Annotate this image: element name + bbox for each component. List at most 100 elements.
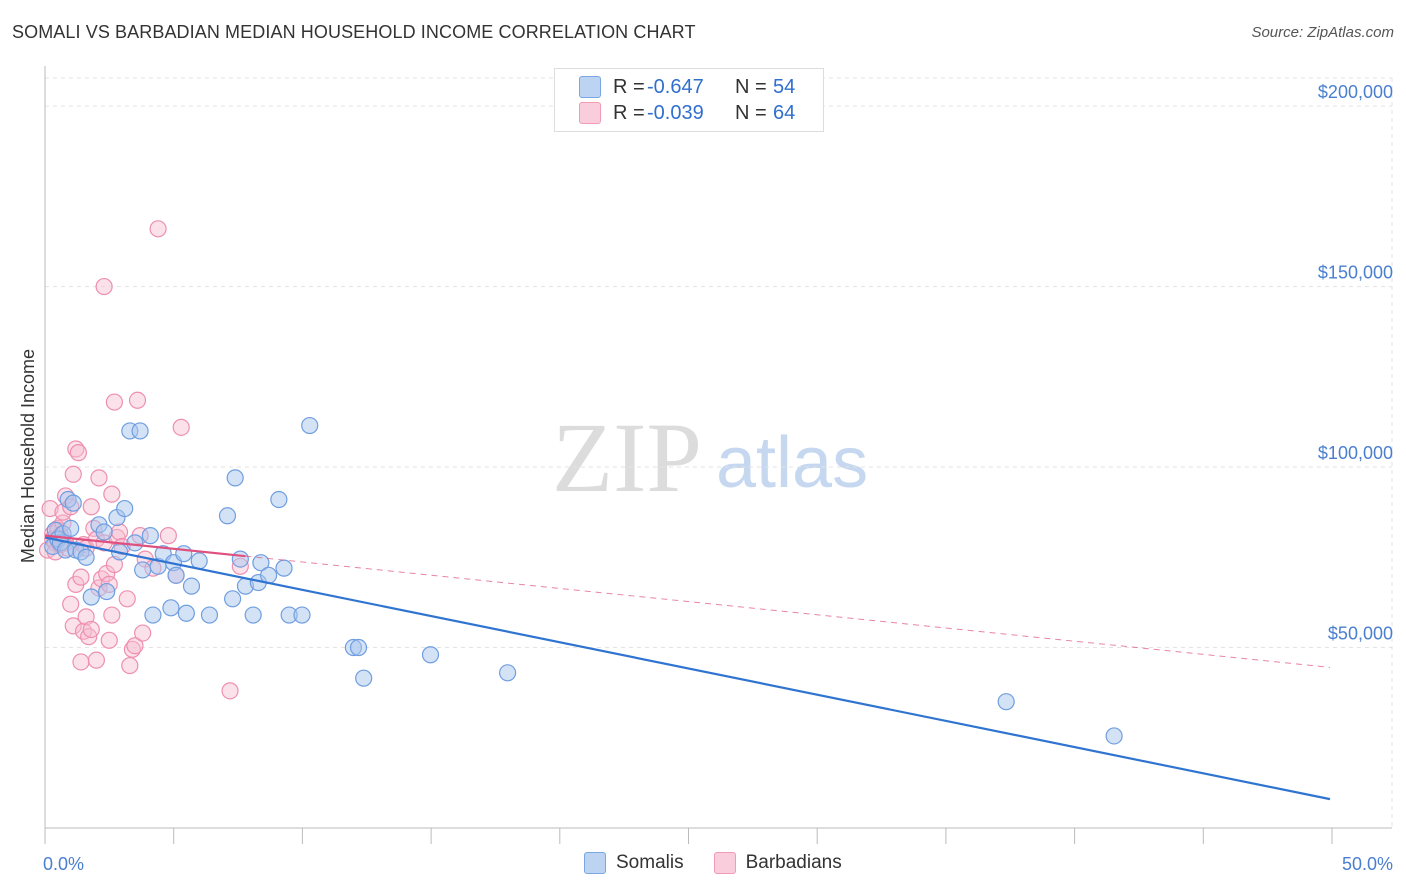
somalis-point bbox=[95, 523, 113, 541]
barbadians-point bbox=[72, 653, 90, 671]
x-tick-label: 50.0% bbox=[1342, 854, 1393, 874]
somalis-point bbox=[126, 534, 144, 552]
somalis-point bbox=[231, 550, 249, 568]
barbadians-point bbox=[82, 498, 100, 516]
y-tick-label: $100,000 bbox=[1318, 443, 1393, 463]
barbadians-point bbox=[95, 277, 113, 296]
legend-row-somalis: R = -0.647 N = 54 bbox=[579, 75, 795, 99]
barbadians-point bbox=[159, 527, 177, 545]
somalis-point bbox=[200, 606, 219, 624]
somalis-point bbox=[98, 582, 116, 601]
source-label: Source: ZipAtlas.com bbox=[1251, 24, 1394, 41]
y-tick-labels: $50,000 $100,000 $150,000 $200,000 bbox=[1318, 82, 1393, 643]
somalis-point bbox=[175, 545, 193, 563]
legend-item-barbadians[interactable]: Barbadians bbox=[713, 852, 842, 874]
somalis-point bbox=[134, 561, 152, 579]
barbadians-point bbox=[64, 617, 82, 635]
barbadians-swatch bbox=[579, 102, 601, 124]
barbadians-trend-line-solid bbox=[44, 534, 246, 558]
chart-title: SOMALI VS BARBADIAN MEDIAN HOUSEHOLD INC… bbox=[12, 22, 696, 42]
barbadians-point bbox=[118, 590, 136, 608]
somalis-point bbox=[167, 566, 185, 584]
barbadians-legend-swatch bbox=[713, 852, 736, 874]
barbadians-point bbox=[77, 608, 95, 626]
barbadians-point bbox=[62, 595, 80, 613]
somalis-point bbox=[349, 638, 368, 657]
somalis-point bbox=[177, 604, 195, 622]
y-tick-label: $150,000 bbox=[1318, 263, 1393, 283]
watermark-atlas: atlas bbox=[716, 423, 869, 503]
somalis-point bbox=[252, 554, 270, 572]
barbadians-legend-label: Barbadians bbox=[745, 852, 842, 873]
x-tick-labels: 0.0% 50.0% bbox=[43, 854, 1393, 874]
barbadians-point bbox=[221, 682, 239, 700]
somalis-point bbox=[270, 490, 288, 509]
barbadians-point bbox=[82, 620, 100, 639]
somalis-point bbox=[77, 548, 95, 566]
somalis-legend-label: Somalis bbox=[616, 852, 684, 873]
barbadians-point bbox=[149, 220, 167, 238]
barbadians-point bbox=[126, 637, 144, 655]
barbadians-point bbox=[72, 568, 90, 586]
watermark-zip: ZIP bbox=[552, 402, 702, 513]
somalis-point bbox=[190, 552, 208, 570]
axes bbox=[44, 66, 1392, 844]
somalis-point bbox=[226, 469, 244, 487]
somalis-point bbox=[421, 646, 440, 664]
somalis-point bbox=[275, 559, 293, 577]
barbadians-point bbox=[90, 469, 108, 487]
barbadians-point bbox=[87, 651, 106, 669]
barbadians-points bbox=[38, 220, 249, 700]
somalis-point bbox=[182, 577, 201, 595]
legend-r-value: -0.039 bbox=[647, 101, 704, 124]
barbadians-point bbox=[69, 444, 88, 462]
somalis-swatch bbox=[579, 76, 601, 98]
somalis-point bbox=[82, 588, 100, 606]
trend-lines bbox=[44, 534, 1331, 801]
somalis-point bbox=[64, 494, 82, 512]
barbadians-point bbox=[128, 391, 147, 409]
barbadians-point bbox=[172, 418, 190, 436]
barbadians-point bbox=[110, 523, 129, 541]
series-legend: Somalis Barbadians bbox=[584, 852, 872, 874]
somalis-legend-swatch bbox=[584, 852, 606, 874]
legend-row-barbadians: R = -0.039 N = 64 bbox=[579, 101, 795, 125]
legend-n-value: 54 bbox=[773, 75, 796, 98]
barbadians-point bbox=[134, 624, 152, 642]
somalis-point bbox=[144, 606, 162, 624]
somalis-point bbox=[1105, 727, 1123, 745]
somalis-point bbox=[244, 606, 262, 624]
barbadians-point bbox=[64, 465, 82, 483]
barbadians-point bbox=[121, 656, 139, 675]
barbadians-point bbox=[103, 485, 121, 503]
legend-item-somalis[interactable]: Somalis bbox=[584, 852, 684, 874]
somalis-point bbox=[116, 499, 134, 518]
somalis-point bbox=[224, 590, 242, 608]
grid-lines bbox=[45, 77, 1393, 828]
somalis-point bbox=[62, 519, 80, 538]
somalis-point bbox=[141, 527, 159, 545]
somalis-point bbox=[499, 664, 517, 682]
legend-n-value: 64 bbox=[773, 101, 796, 124]
barbadians-point bbox=[105, 393, 123, 411]
somalis-point bbox=[301, 416, 319, 435]
y-tick-label: $200,000 bbox=[1318, 82, 1393, 102]
somalis-trend-line bbox=[44, 536, 1331, 801]
correlation-legend: R = -0.647 N = 54 R = -0.039 N = 64 bbox=[554, 68, 824, 132]
legend-r-value: -0.647 bbox=[647, 75, 704, 98]
somalis-point bbox=[997, 693, 1015, 711]
y-axis-title: Median Household Income bbox=[18, 349, 38, 563]
barbadians-point bbox=[103, 606, 121, 624]
barbadians-point bbox=[100, 631, 118, 649]
x-tick-label: 0.0% bbox=[43, 854, 84, 874]
legend-r-label: R = bbox=[613, 75, 645, 98]
somalis-points bbox=[44, 416, 1123, 745]
barbadians-point bbox=[41, 499, 59, 518]
somalis-point bbox=[355, 669, 373, 687]
barbadians-trend-line-dashed bbox=[245, 555, 1331, 668]
somalis-point bbox=[218, 507, 237, 525]
legend-n-label: N = bbox=[735, 75, 767, 98]
legend-r-label: R = bbox=[613, 101, 645, 124]
somalis-point bbox=[293, 606, 311, 624]
